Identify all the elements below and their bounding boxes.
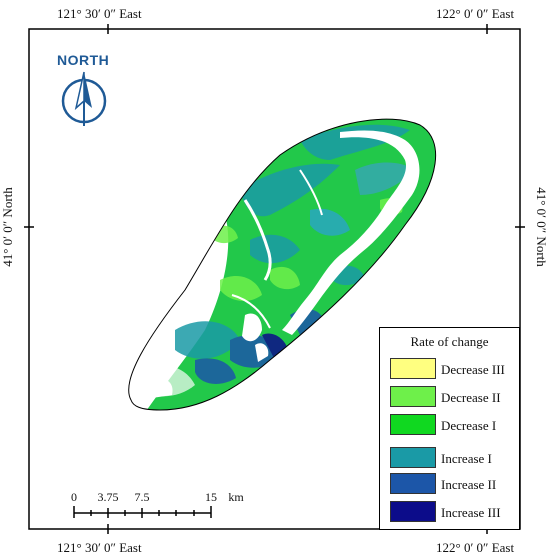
scale-tick-label: 15	[205, 490, 217, 504]
scale-tick-label: 3.75	[97, 490, 119, 504]
legend-swatch	[390, 414, 436, 435]
scale-tick-label: 7.5	[134, 490, 150, 504]
longitude-label-bottom-left: 121° 30′ 0″ East	[57, 540, 142, 555]
river	[282, 130, 420, 335]
longitude-label-top-right: 122° 0′ 0″ East	[436, 6, 515, 21]
legend-swatch	[390, 358, 436, 379]
legend-label: Increase I	[441, 451, 492, 466]
legend-label: Decrease II	[441, 390, 501, 405]
legend-item: Decrease I	[390, 414, 514, 436]
latitude-label-left: 41° 0′ 0″ North	[0, 187, 15, 267]
north-label: NORTH	[57, 52, 110, 68]
legend-swatch	[390, 501, 436, 522]
legend-swatch	[390, 473, 436, 494]
scale-unit-label: km	[228, 490, 244, 504]
legend-item: Decrease III	[390, 358, 514, 380]
legend-label: Decrease III	[441, 362, 505, 377]
legend-swatch	[390, 386, 436, 407]
longitude-label-bottom-right: 122° 0′ 0″ East	[436, 540, 515, 555]
latitude-label-right: 41° 0′ 0″ North	[534, 187, 549, 267]
north-arrow-icon	[61, 71, 107, 126]
legend-title: Rate of change	[410, 334, 489, 349]
study-area-outline	[128, 118, 437, 411]
legend-swatch	[390, 447, 436, 468]
legend: Rate of change Decrease III Decrease II …	[379, 327, 520, 530]
legend-label: Increase III	[441, 505, 501, 520]
river-tributary	[243, 199, 272, 281]
legend-item: Increase I	[390, 447, 514, 469]
scale-bar	[73, 506, 212, 518]
urban-area	[242, 313, 262, 342]
map-frame	[28, 28, 521, 530]
legend-item: Increase II	[390, 473, 514, 495]
legend-item: Increase III	[390, 501, 514, 523]
legend-label: Increase II	[441, 477, 497, 492]
scale-tick-label: 0	[71, 490, 77, 504]
legend-label: Decrease I	[441, 418, 497, 433]
longitude-label-top-left: 121° 30′ 0″ East	[57, 6, 142, 21]
legend-item: Decrease II	[390, 386, 514, 408]
